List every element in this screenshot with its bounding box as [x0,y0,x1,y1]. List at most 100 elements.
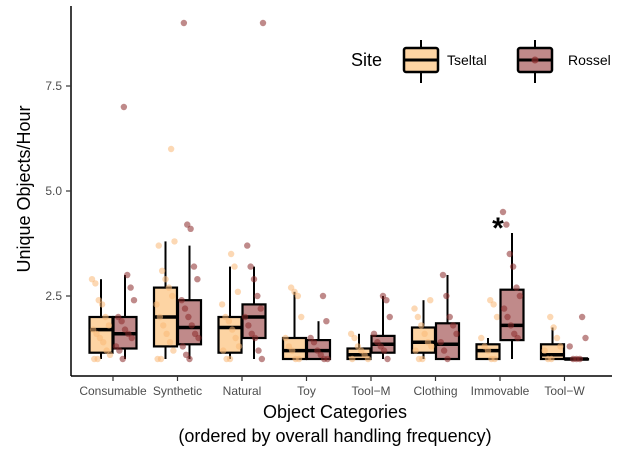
data-point [259,19,267,27]
x-tick-label: Tool−M [351,384,390,398]
data-point [349,355,356,363]
x-tick-label: Tool−W [544,384,585,398]
data-point [294,292,302,300]
data-point [165,284,173,291]
data-point [414,313,422,321]
data-point [232,334,239,342]
data-point [244,242,251,249]
y-tick-label: 7.5 [45,79,62,93]
data-point [509,263,517,270]
data-point [127,284,134,291]
data-point [427,297,434,304]
data-point [548,355,555,363]
x-tick-label: Clothing [413,384,457,398]
data-point [156,313,164,321]
data-point [167,145,175,153]
data-point [444,355,451,363]
data-point [231,263,238,270]
x-ticks: Consumable Synthetic Natural Toy Tool−M Cloth… [79,376,585,398]
data-point [195,334,202,342]
data-point [298,313,305,321]
data-point [158,267,166,274]
data-point [254,292,261,300]
x-axis-title-line1: Object Categories [263,402,407,422]
data-point [102,313,109,321]
data-point [295,355,303,363]
data-point [251,334,259,342]
data-point [120,103,128,111]
data-point [437,339,444,346]
y-axis-title: Unique Objects/Hour [14,105,34,272]
data-point [439,271,447,279]
significance-asterisk: * [492,212,504,245]
x-axis-title-line2: (ordered by overall handling frequency) [178,426,491,446]
data-point [446,313,453,321]
data-point [170,347,177,354]
data-point [241,313,249,321]
data-point [181,305,189,312]
data-point [493,313,501,321]
data-point [188,322,195,329]
data-point [226,355,234,363]
data-point [421,330,428,337]
data-point [547,313,554,321]
data-point [576,355,584,363]
box-tseltal [152,241,179,359]
x-tick-label: Toy [297,384,316,398]
legend-label-rossel: Rossel [568,52,611,68]
data-point [179,343,186,350]
data-point [255,347,262,354]
data-point [541,347,548,354]
x-tick-label: Natural [223,384,262,398]
data-point [582,334,589,342]
data-point [550,324,557,331]
data-point [553,334,561,342]
x-tick-label: Synthetic [153,384,202,398]
data-point [384,355,391,363]
data-point [491,355,498,363]
data-point [187,225,194,232]
data-point [507,322,515,329]
data-point [310,339,318,346]
x-tick-label: Immovable [471,384,530,398]
data-point [250,276,258,283]
legend-label-tseltal: Tseltal [447,52,487,68]
x-tick-label: Consumable [79,384,147,398]
data-point [351,334,358,342]
data-point [128,334,135,342]
data-point [440,347,448,354]
data-point [171,238,178,245]
data-point [235,343,243,350]
data-point [234,288,242,295]
data-point [578,313,586,321]
data-point [319,292,327,300]
data-point [516,292,524,300]
data-point [157,355,165,363]
data-point [412,347,419,354]
data-point [411,305,418,312]
data-point [186,355,193,363]
data-point [323,318,330,325]
data-point [484,347,492,354]
data-point [180,19,188,27]
data-point [490,301,497,308]
legend-key-rossel [516,40,554,83]
data-point [453,330,460,337]
data-point [227,250,235,258]
data-point [169,292,176,300]
data-point [478,334,485,342]
data-point [163,330,170,337]
data-point [218,301,226,308]
data-point [364,355,372,363]
data-point [383,297,390,304]
data-point [419,355,426,363]
data-point [229,326,236,333]
data-point [130,297,138,304]
data-point [220,347,227,354]
data-point [100,339,107,346]
y-tick-label: 5.0 [45,184,62,198]
data-point [443,292,450,300]
legend-title: Site [351,50,382,70]
data-point [324,355,331,363]
data-point [178,297,185,304]
